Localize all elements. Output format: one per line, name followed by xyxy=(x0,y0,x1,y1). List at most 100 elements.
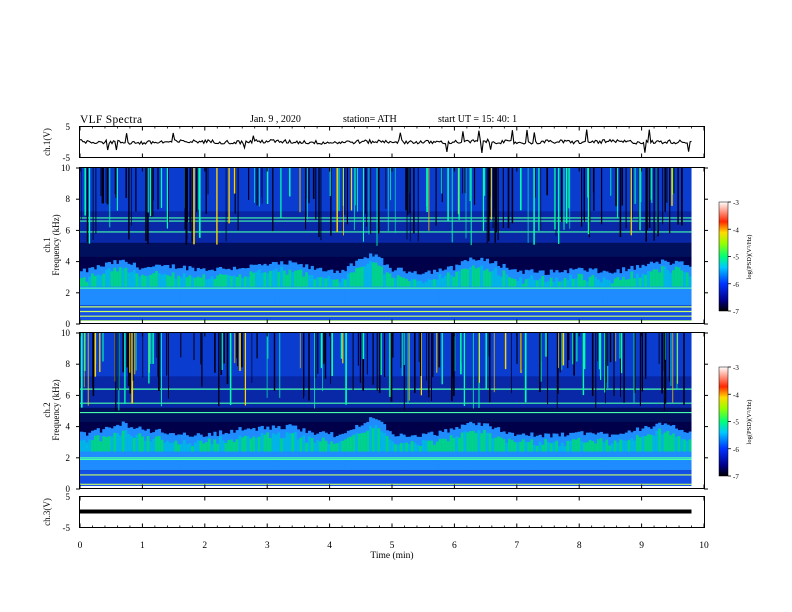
hiss-core xyxy=(344,279,348,287)
hiss-core xyxy=(516,442,520,452)
hiss-core xyxy=(249,271,253,287)
hiss-core xyxy=(266,432,270,452)
hiss-column xyxy=(85,272,89,306)
hiss-core xyxy=(602,442,606,452)
hiss-core xyxy=(205,279,209,287)
hiss-column xyxy=(419,436,423,471)
hiss-column xyxy=(533,436,537,471)
hiss-core xyxy=(471,265,476,287)
hiss-core xyxy=(638,277,642,287)
hiss-core xyxy=(257,269,262,287)
hiss-column xyxy=(424,434,428,471)
hiss-column xyxy=(619,433,623,471)
hiss-core xyxy=(655,430,659,452)
hiss-core xyxy=(244,276,248,287)
no-data-gap xyxy=(691,168,704,324)
hiss-column xyxy=(594,268,598,306)
hiss-column xyxy=(616,434,620,471)
hiss-core xyxy=(91,273,95,287)
hiss-core xyxy=(610,443,615,452)
hiss-core xyxy=(527,442,531,452)
hiss-core xyxy=(163,442,167,452)
hiss-core xyxy=(563,446,567,452)
hiss-core xyxy=(374,262,378,287)
hiss-core xyxy=(213,278,217,287)
hiss-column xyxy=(388,267,392,306)
ytick-label: 2 xyxy=(66,453,71,463)
ytick-label: 6 xyxy=(66,390,71,400)
hiss-core xyxy=(635,435,640,452)
hiss-core xyxy=(438,274,442,287)
hiss-column xyxy=(199,269,203,306)
ytick-label: 0 xyxy=(66,484,71,494)
hiss-core xyxy=(574,439,578,452)
hiss-core xyxy=(499,437,503,452)
hiss-core xyxy=(588,276,592,287)
hiss-column xyxy=(180,434,184,471)
hiss-core xyxy=(249,438,253,452)
hiss-core xyxy=(630,438,634,452)
hiss-core xyxy=(235,276,239,287)
hiss-core xyxy=(594,443,598,452)
hiss-core xyxy=(424,281,428,287)
hiss-core xyxy=(366,263,370,287)
hiss-core xyxy=(288,433,292,452)
hiss-column xyxy=(519,434,523,471)
hiss-core xyxy=(605,279,609,287)
hiss-core xyxy=(419,280,423,287)
hiss-column xyxy=(396,436,401,471)
hiss-core xyxy=(597,439,601,452)
hiss-core xyxy=(316,277,320,287)
hiss-column xyxy=(546,433,551,471)
hiss-core xyxy=(335,443,339,452)
hiss-core xyxy=(399,443,403,452)
hiss-column xyxy=(93,269,98,306)
hiss-core xyxy=(410,440,414,452)
hiss-core xyxy=(622,276,626,287)
hiss-column xyxy=(541,437,545,471)
hiss-core xyxy=(688,276,692,287)
hiss-column xyxy=(583,435,587,471)
hiss-core xyxy=(446,272,451,287)
hiss-core xyxy=(191,277,195,287)
hiss-column xyxy=(327,434,331,471)
band-mid xyxy=(80,211,692,243)
hiss-column xyxy=(210,435,214,471)
hiss-core xyxy=(408,443,412,452)
hiss-core xyxy=(555,277,559,287)
hiss-column xyxy=(438,268,442,306)
hiss-core xyxy=(460,268,464,287)
hiss-core xyxy=(174,278,178,287)
hiss-core xyxy=(377,428,381,452)
hiss-core xyxy=(157,435,162,452)
xtick-label: 10 xyxy=(699,541,709,551)
hiss-core xyxy=(685,272,690,287)
hiss-column xyxy=(533,272,537,306)
hiss-core xyxy=(624,279,628,287)
hiss-core xyxy=(285,274,289,287)
hiss-core xyxy=(371,428,376,452)
band-upper xyxy=(80,333,692,377)
hiss-core xyxy=(99,275,103,287)
ch1-ytick-top: 5 xyxy=(66,122,71,132)
hiss-column xyxy=(210,269,214,306)
ch1-spectrogram xyxy=(80,168,704,324)
hiss-column xyxy=(513,436,517,471)
hiss-column xyxy=(552,272,556,306)
hiss-core xyxy=(224,274,228,287)
hiss-core xyxy=(252,272,256,287)
hiss-core xyxy=(307,436,312,452)
hiss-core xyxy=(666,270,670,287)
hiss-core xyxy=(510,440,515,452)
hiss-core xyxy=(291,272,295,287)
hiss-core xyxy=(427,440,431,452)
hiss-core xyxy=(299,269,303,287)
hiss-column xyxy=(685,432,690,471)
x-axis-label: Time (min) xyxy=(370,550,413,561)
colorbar-tick-label: -7 xyxy=(733,308,739,316)
hiss-column xyxy=(235,269,239,306)
hiss-column xyxy=(597,273,601,306)
hiss-core xyxy=(355,268,359,287)
hiss-core xyxy=(566,280,570,287)
hiss-column xyxy=(416,436,420,471)
